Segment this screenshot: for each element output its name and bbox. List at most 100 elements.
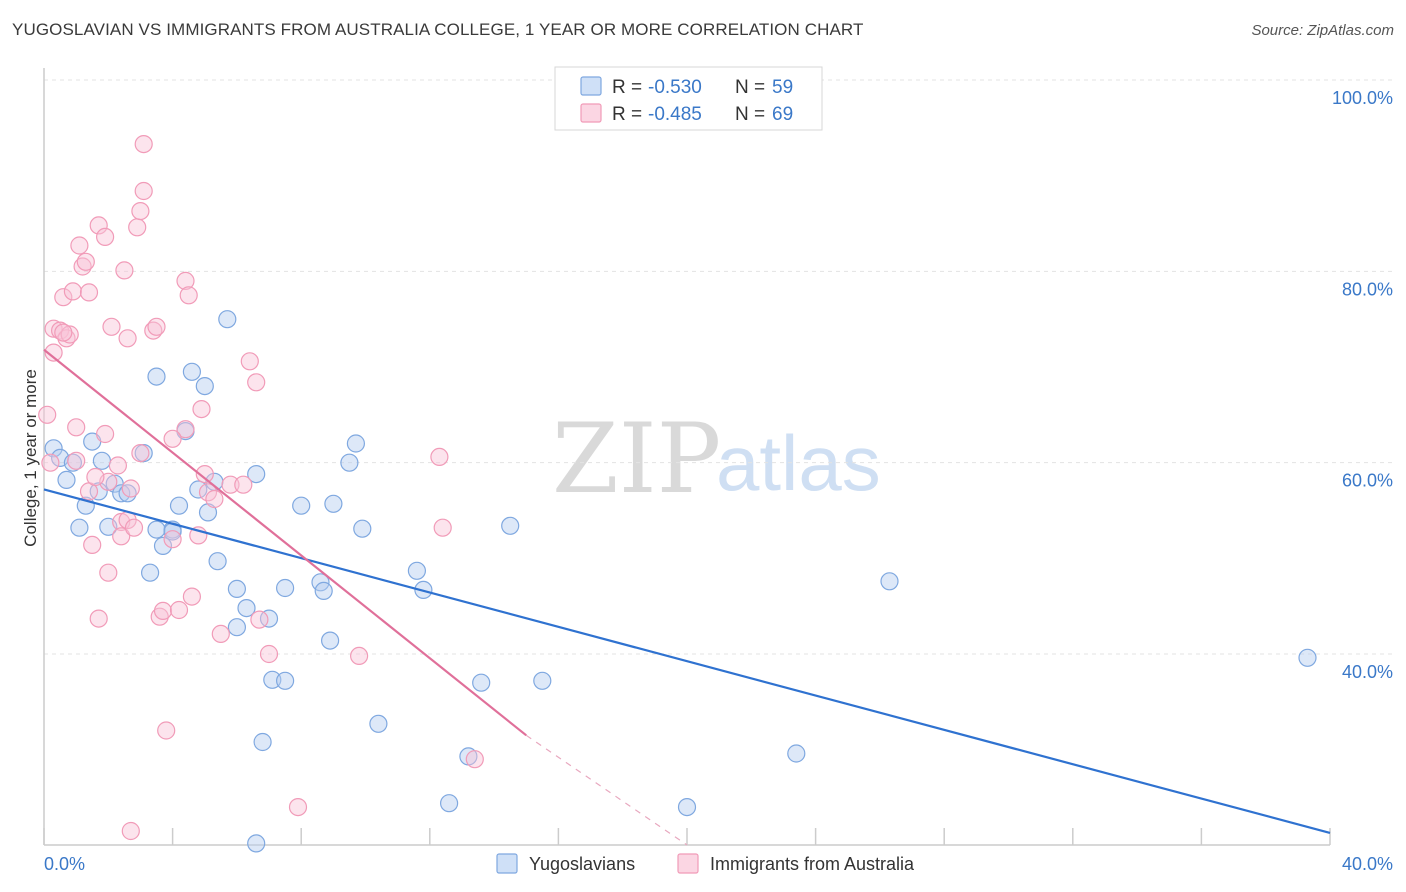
point-immigrants-australia [76,252,95,271]
legend-n-value-1: 59 [772,77,793,98]
point-immigrants-australia [131,444,150,463]
point-immigrants-australia [150,607,169,626]
point-yugoslavians [182,362,201,381]
point-immigrants-australia [79,283,99,302]
legend-n-value-2: 69 [772,104,793,125]
point-yugoslavians [63,453,83,472]
point-yugoslavians [147,367,166,386]
point-immigrants-australia [240,352,259,371]
point-immigrants-australia [157,721,176,740]
bottom-legend-swatch-yugoslavians [496,853,518,874]
point-immigrants-australia [95,227,115,246]
point-yugoslavians [472,673,491,692]
point-immigrants-australia [121,821,140,841]
point-yugoslavians [112,484,131,503]
point-immigrants-australia [134,181,153,201]
bottom-legend-label-immigrants-australia: Immigrants from Australia [710,854,915,874]
point-yugoslavians [353,519,372,538]
point-immigrants-australia [192,400,211,419]
point-immigrants-australia [124,518,144,537]
point-yugoslavians [440,794,459,813]
point-yugoslavians [880,572,899,591]
point-yugoslavians [195,377,214,396]
point-immigrants-australia [121,479,140,498]
point-yugoslavians [321,631,340,650]
trend-line-extension-immigrants-australia [525,734,688,846]
point-immigrants-australia [198,483,218,502]
point-immigrants-australia [433,518,452,537]
point-immigrants-australia [211,624,230,644]
point-yugoslavians [276,578,295,598]
point-immigrants-australia [115,261,134,280]
point-yugoslavians [677,797,697,817]
point-immigrants-australia [163,429,182,448]
legend-r-value-1: -0.530 [648,77,702,98]
point-yugoslavians [147,520,166,539]
x-ticks [43,828,1331,845]
point-yugoslavians [208,552,227,571]
legend-r-value-2: -0.485 [648,104,702,125]
point-yugoslavians [247,465,266,484]
point-immigrants-australia [221,475,240,494]
point-immigrants-australia [205,489,224,509]
point-immigrants-australia [176,420,195,439]
point-immigrants-australia [95,424,115,444]
point-immigrants-australia [86,467,105,487]
legend-swatch-immigrants-australia [580,103,602,123]
point-immigrants-australia [54,288,73,307]
point-immigrants-australia [70,236,89,255]
source-credit: Source: ZipAtlas.com [1251,22,1394,39]
legend-r-label-1: R = [612,77,642,98]
chart-title: YUGOSLAVIAN VS IMMIGRANTS FROM AUSTRALIA… [12,20,864,39]
y-tick-label: 40.0% [1342,662,1393,682]
point-yugoslavians [407,561,426,580]
point-immigrants-australia [182,587,201,606]
point-yugoslavians [227,618,246,637]
x-tick-label-max: 40.0% [1342,854,1393,874]
y-tick-label: 80.0% [1342,279,1393,299]
point-immigrants-australia [41,453,60,472]
point-yugoslavians [153,536,173,556]
y-tick-label: 60.0% [1342,471,1393,491]
watermark-zip: ZIP [552,403,721,515]
point-yugoslavians [263,670,282,689]
point-immigrants-australia [288,797,308,817]
point-immigrants-australia [179,286,198,305]
point-yugoslavians [787,744,806,763]
point-immigrants-australia [163,530,182,549]
point-immigrants-australia [60,325,79,344]
point-immigrants-australia [67,418,86,437]
point-yugoslavians [292,496,311,515]
point-yugoslavians [253,732,272,752]
legend-n-label-1: N = [735,77,765,98]
point-immigrants-australia [108,456,128,475]
point-yugoslavians [1298,648,1317,667]
point-immigrants-australia [147,317,166,336]
point-yugoslavians [218,310,237,329]
point-yugoslavians [169,496,189,515]
point-yugoslavians [247,834,266,853]
point-immigrants-australia [89,216,108,235]
point-immigrants-australia [118,329,137,348]
point-yugoslavians [141,563,160,582]
point-yugoslavians [533,671,552,690]
x-tick-label-min: 0.0% [44,854,85,874]
point-immigrants-australia [112,527,131,546]
point-immigrants-australia [63,282,83,301]
point-immigrants-australia [89,609,108,628]
point-immigrants-australia [44,319,63,338]
point-immigrants-australia [153,601,173,621]
point-immigrants-australia [195,465,214,484]
bottom-legend-label-yugoslavians: Yugoslavians [529,854,635,874]
point-immigrants-australia [99,563,118,582]
point-yugoslavians [340,453,359,472]
point-yugoslavians [118,484,137,503]
point-yugoslavians [276,671,295,690]
point-immigrants-australia [250,610,269,629]
y-tick-labels: 40.0% 60.0% 80.0% 100.0% [1332,88,1393,682]
point-yugoslavians [227,579,246,599]
legend-bottom: Yugoslavians Immigrants from Australia [496,853,915,874]
point-yugoslavians [89,482,108,501]
point-immigrants-australia [169,600,189,620]
